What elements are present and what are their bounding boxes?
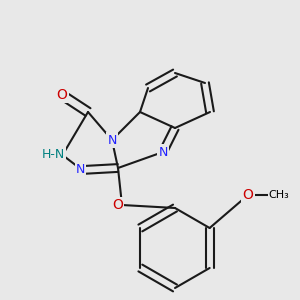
Text: H-N: H-N <box>42 148 65 161</box>
Text: N: N <box>76 163 85 176</box>
Text: O: O <box>57 88 68 102</box>
Text: CH₃: CH₃ <box>268 190 290 200</box>
Text: O: O <box>243 188 254 202</box>
Text: N: N <box>158 146 168 158</box>
Text: O: O <box>112 198 123 212</box>
Text: N: N <box>107 134 117 146</box>
